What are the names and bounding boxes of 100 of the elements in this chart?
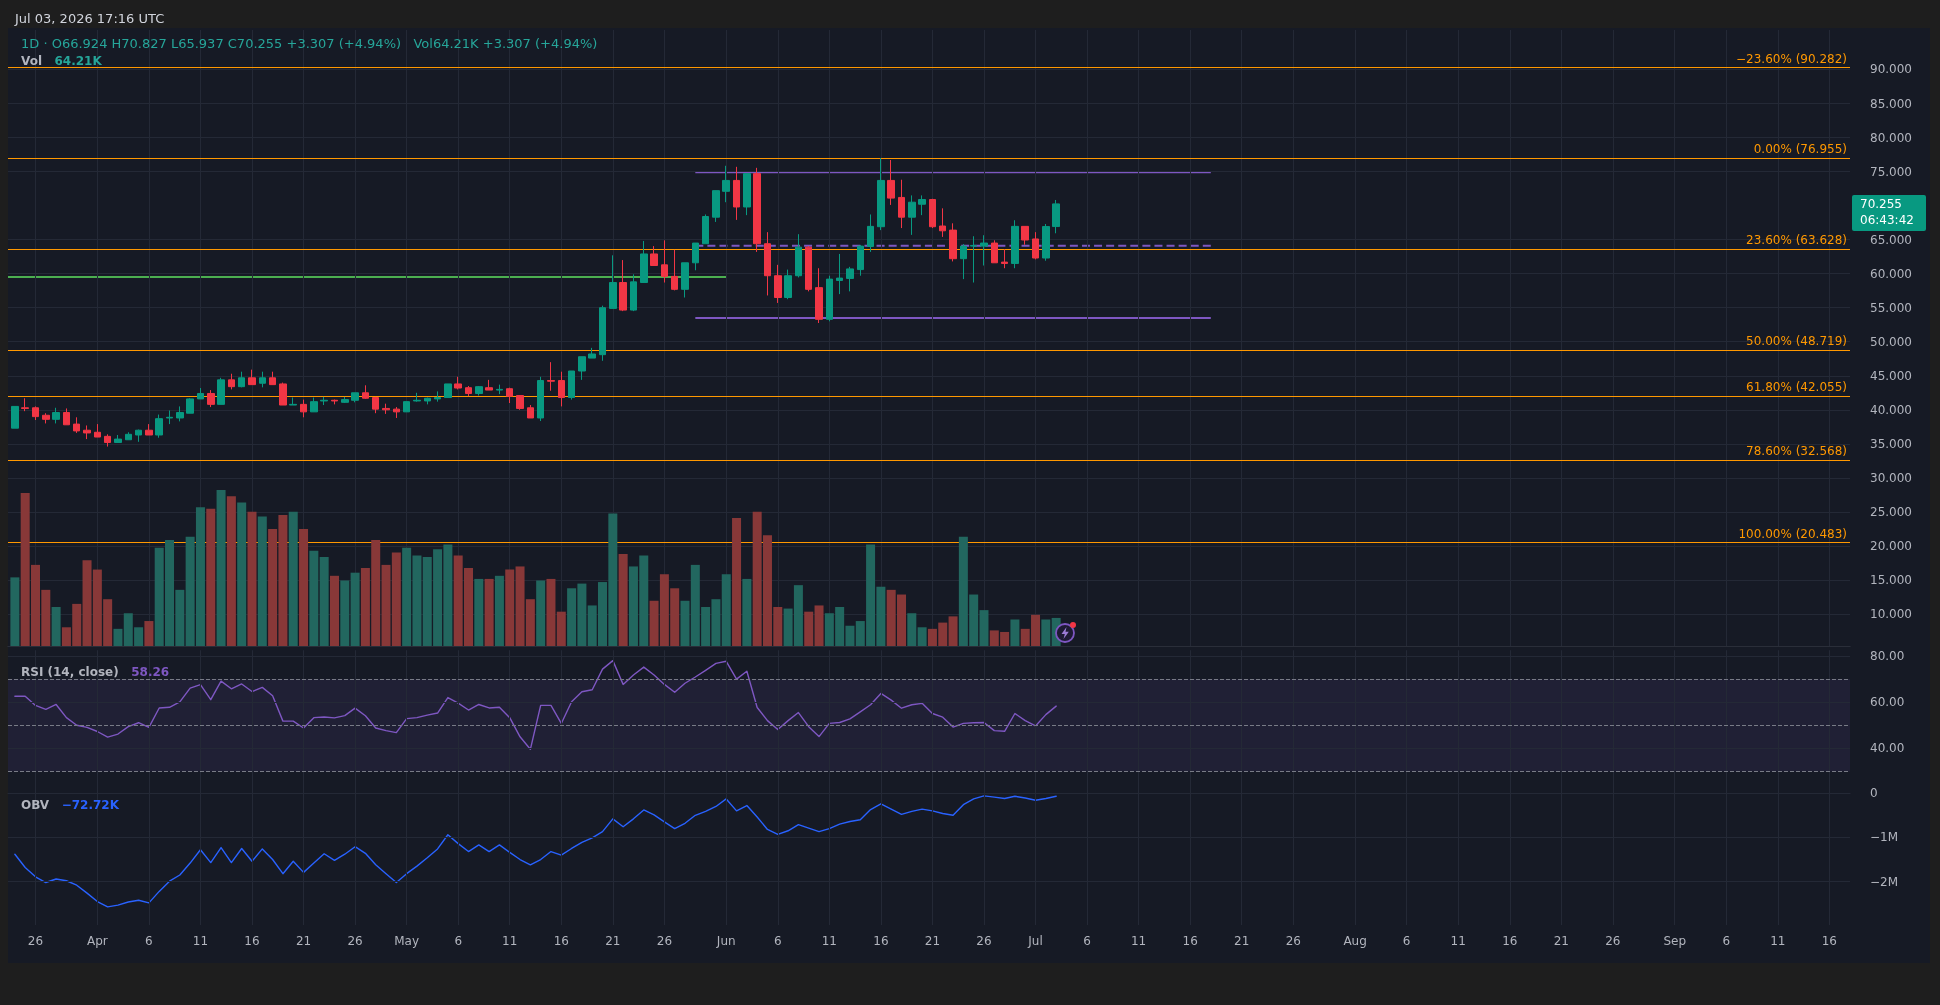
x-tick-label: 6 bbox=[1402, 934, 1411, 948]
candlestick bbox=[692, 242, 699, 271]
candlestick bbox=[83, 424, 91, 440]
candlestick bbox=[640, 240, 648, 284]
candlestick bbox=[949, 222, 957, 262]
x-tick-label: 21 bbox=[1553, 934, 1569, 948]
x-tick-label: 16 bbox=[1502, 934, 1518, 948]
candlestick bbox=[527, 404, 534, 419]
candlestick bbox=[1021, 225, 1029, 246]
text: 06:43:42 bbox=[1860, 212, 1914, 227]
candlestick bbox=[753, 167, 761, 253]
text: RSI (14, close) bbox=[21, 665, 119, 679]
bar bbox=[350, 572, 360, 646]
candlestick bbox=[1001, 248, 1008, 269]
y-tick-label: 0 bbox=[1870, 786, 1878, 801]
chart-title: Jul 03, 2026 17:16 UTC bbox=[14, 11, 165, 26]
text: 70.255 bbox=[1860, 196, 1902, 211]
candlestick bbox=[424, 397, 431, 405]
y-tick-label: 75.000 bbox=[1870, 164, 1912, 179]
candlestick bbox=[1052, 199, 1060, 234]
x-tick-label: 26 bbox=[1285, 934, 1301, 948]
candlestick bbox=[743, 173, 751, 216]
x-tick-label: 26 bbox=[27, 934, 44, 948]
x-tick-label: 16 bbox=[873, 934, 889, 948]
candlestick bbox=[372, 396, 379, 414]
candlestick bbox=[465, 385, 472, 397]
candlestick bbox=[21, 397, 29, 412]
y-tick-label: 40.00 bbox=[1870, 741, 1905, 756]
y-tick-label: 60.000 bbox=[1870, 266, 1912, 281]
candlestick bbox=[341, 396, 349, 404]
candlestick bbox=[970, 235, 977, 284]
x-tick-label: 21 bbox=[1234, 934, 1250, 948]
x-tick-label: 11 bbox=[502, 934, 518, 948]
candlestick bbox=[145, 423, 153, 436]
candlestick bbox=[918, 194, 926, 216]
candlestick bbox=[836, 253, 843, 295]
bar bbox=[536, 580, 546, 646]
y-tick-label: −2M bbox=[1870, 874, 1899, 889]
candlestick bbox=[155, 414, 163, 439]
bar bbox=[917, 627, 927, 646]
x-tick-label: 21 bbox=[295, 934, 312, 948]
candlestick bbox=[547, 361, 555, 392]
candlestick bbox=[805, 245, 812, 292]
bar bbox=[948, 616, 958, 646]
candlestick bbox=[991, 239, 998, 264]
text: OBV bbox=[21, 798, 50, 812]
y-tick-label: 50.000 bbox=[1870, 334, 1912, 349]
candlestick bbox=[867, 213, 874, 253]
y-tick-label: 25.000 bbox=[1870, 504, 1912, 519]
candlestick bbox=[722, 165, 730, 203]
candlestick bbox=[362, 384, 369, 400]
x-tick-label: Aug bbox=[1343, 934, 1367, 948]
candlestick bbox=[207, 389, 215, 408]
candlestick bbox=[186, 397, 194, 414]
x-tick-label: 26 bbox=[347, 934, 363, 948]
candlestick bbox=[320, 396, 328, 406]
bar bbox=[1010, 619, 1020, 646]
bar bbox=[505, 569, 515, 646]
ref-line-label: 78.60% (32.568) bbox=[1746, 444, 1847, 459]
bar bbox=[247, 511, 257, 646]
candlestick bbox=[712, 190, 720, 223]
candlestick bbox=[269, 371, 276, 386]
x-tick-label: 16 bbox=[553, 934, 569, 948]
y-tick-label: 35.000 bbox=[1870, 436, 1912, 451]
ref-line-label: −23.60% (90.282) bbox=[1736, 51, 1847, 66]
x-tick-label: 26 bbox=[976, 934, 992, 948]
bar bbox=[484, 578, 494, 646]
x-tick-label: 16 bbox=[1182, 934, 1198, 948]
candlestick bbox=[114, 434, 122, 443]
candlestick bbox=[980, 234, 988, 267]
candlestick bbox=[784, 269, 792, 300]
candlestick bbox=[671, 249, 678, 291]
x-tick-label: Jul bbox=[1027, 934, 1043, 948]
x-tick-label: 21 bbox=[924, 934, 941, 948]
x-tick-label: 11 bbox=[1770, 934, 1786, 948]
y-tick-label: 55.000 bbox=[1870, 300, 1912, 315]
candlestick bbox=[434, 390, 441, 403]
bar bbox=[299, 529, 309, 646]
bar bbox=[113, 628, 123, 646]
candlestick bbox=[877, 157, 885, 231]
bar bbox=[546, 578, 556, 646]
candlestick bbox=[619, 259, 627, 312]
x-tick-label: 6 bbox=[773, 934, 782, 948]
x-tick-label: May bbox=[394, 934, 420, 948]
candlestick bbox=[125, 431, 132, 441]
x-tick-label: Sep bbox=[1663, 934, 1687, 948]
bar bbox=[618, 553, 628, 646]
ref-line-label: 23.60% (63.628) bbox=[1746, 232, 1847, 247]
bar bbox=[288, 511, 298, 646]
ref-line-label: 100.00% (20.483) bbox=[1738, 526, 1847, 541]
bar bbox=[1041, 619, 1051, 646]
candlestick bbox=[846, 266, 854, 292]
bar bbox=[814, 605, 824, 646]
candlestick bbox=[413, 392, 421, 403]
text: −72.72K bbox=[61, 798, 120, 812]
x-tick-label: 11 bbox=[192, 934, 209, 948]
candlestick bbox=[259, 371, 266, 388]
bar bbox=[51, 607, 61, 646]
candlestick bbox=[279, 382, 287, 406]
candlestick bbox=[331, 399, 338, 405]
